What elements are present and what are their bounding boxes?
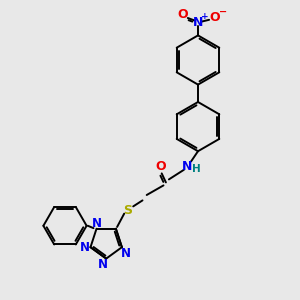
Text: O: O (177, 8, 188, 21)
Text: N: N (98, 258, 108, 271)
Text: −: − (219, 6, 227, 16)
Text: S: S (123, 204, 132, 217)
Text: N: N (182, 160, 193, 173)
Text: O: O (155, 160, 166, 173)
Text: H: H (192, 164, 201, 174)
Text: N: N (193, 16, 203, 29)
Text: N: N (121, 247, 130, 260)
Text: +: + (201, 12, 208, 21)
Text: O: O (209, 11, 220, 24)
Text: N: N (92, 217, 101, 230)
Text: N: N (80, 241, 89, 254)
